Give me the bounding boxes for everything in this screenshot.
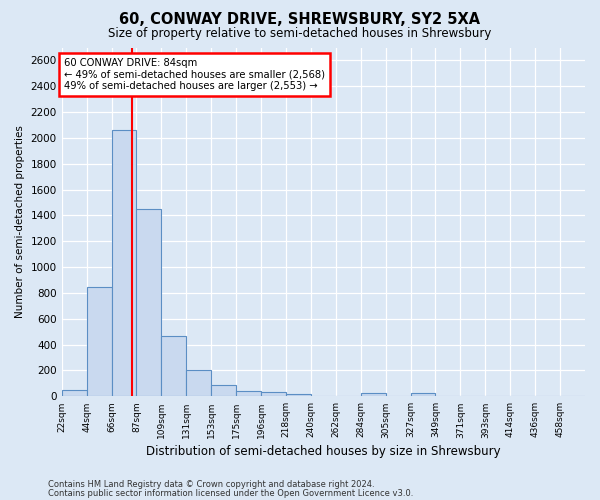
Bar <box>186 370 211 396</box>
Bar <box>211 384 236 396</box>
Bar <box>62 390 86 396</box>
Text: Contains HM Land Registry data © Crown copyright and database right 2024.: Contains HM Land Registry data © Crown c… <box>48 480 374 489</box>
Text: 60, CONWAY DRIVE, SHREWSBURY, SY2 5XA: 60, CONWAY DRIVE, SHREWSBURY, SY2 5XA <box>119 12 481 28</box>
Bar <box>236 390 261 396</box>
Bar <box>261 392 286 396</box>
Text: Size of property relative to semi-detached houses in Shrewsbury: Size of property relative to semi-detach… <box>109 28 491 40</box>
Text: Contains public sector information licensed under the Open Government Licence v3: Contains public sector information licen… <box>48 488 413 498</box>
Text: 60 CONWAY DRIVE: 84sqm
← 49% of semi-detached houses are smaller (2,568)
49% of : 60 CONWAY DRIVE: 84sqm ← 49% of semi-det… <box>64 58 325 91</box>
Bar <box>361 394 386 396</box>
Y-axis label: Number of semi-detached properties: Number of semi-detached properties <box>15 126 25 318</box>
Bar <box>286 394 311 396</box>
Bar <box>161 336 186 396</box>
Bar <box>136 209 161 396</box>
Bar <box>86 286 112 397</box>
Bar <box>112 130 136 396</box>
X-axis label: Distribution of semi-detached houses by size in Shrewsbury: Distribution of semi-detached houses by … <box>146 444 500 458</box>
Bar <box>410 392 436 396</box>
